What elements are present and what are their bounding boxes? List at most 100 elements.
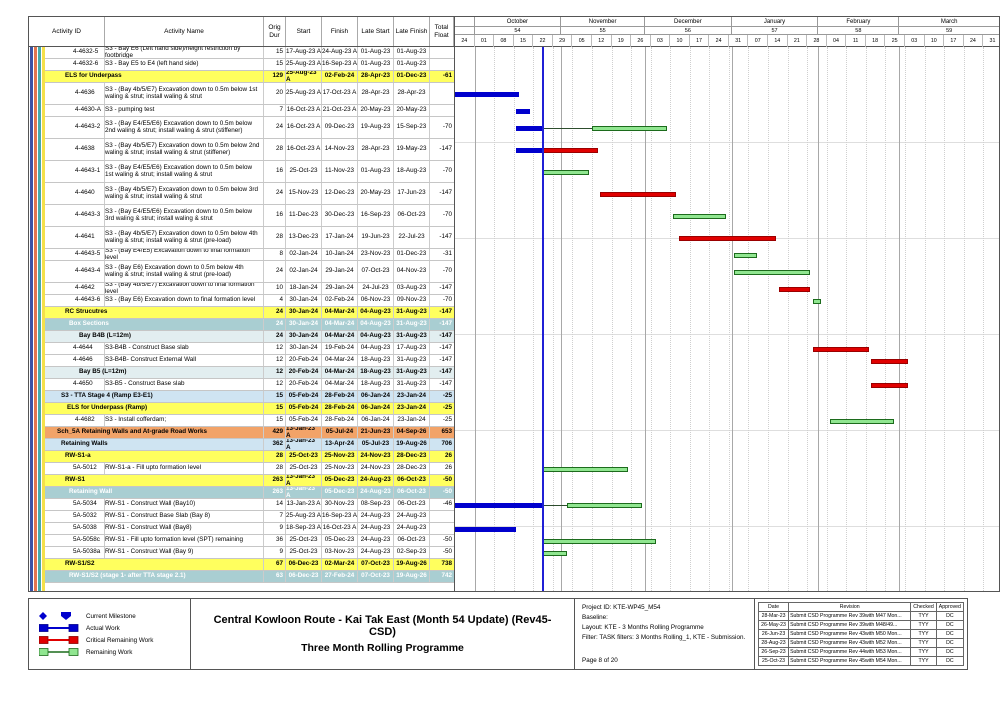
orig-dur-cell: 28 <box>264 139 286 160</box>
late-finish-cell: 06-Oct-23 <box>394 205 430 226</box>
total-float-cell: 742 <box>441 572 452 580</box>
late-start-cell: 04-Aug-23 <box>358 307 394 318</box>
activity-name-cell: S3 - (Bay E6) Excavation down to 0.5m be… <box>105 261 264 282</box>
orig-dur-cell: 14 <box>264 499 286 510</box>
total-float-cell: -147 <box>439 320 452 328</box>
timeline-week-label: 17 <box>944 35 964 47</box>
group-label-cell: Bay B4B (L=12m) <box>45 331 264 342</box>
week-gridline <box>552 47 554 591</box>
activity-name-cell: S3 - (Bay E4/E5) Excavation down to fina… <box>105 249 264 260</box>
orig-dur-cell: 15 <box>264 415 286 426</box>
week-gridline <box>885 47 887 591</box>
activity-row: Sch_5A Retaining Walls and At-grade Road… <box>45 427 454 439</box>
week-gridline <box>826 47 828 591</box>
total-float-cell: -50 <box>442 548 452 556</box>
finish-cell: 13-Apr-24 <box>322 439 358 450</box>
activity-name-cell: S3 - (Bay 4b/5/E7) Excavation down to 0.… <box>105 183 264 204</box>
total-float-cell <box>430 83 454 104</box>
gantt-bar-critical-remaining <box>541 147 598 153</box>
week-gridline <box>689 47 691 591</box>
late-finish-cell: 06-Oct-23 <box>394 535 430 546</box>
start-cell: 18-Sep-23 A <box>286 523 322 534</box>
activity-row: S3 - TTA Stage 4 (Ramp E3-E1) 15 05-Feb-24… <box>45 391 454 403</box>
timeline-week-label: 12 <box>592 35 612 47</box>
start-cell: 30-Jan-24 <box>286 319 322 330</box>
title-block: Central Kowloon Route - Kai Tak East (Mo… <box>191 599 575 669</box>
activity-row: 5A-5058c RW-S1 - Fill upto formation leve… <box>45 535 454 547</box>
revision-date: 26-Jun-23 <box>757 629 790 639</box>
late-start-cell: 06-Jan-24 <box>358 391 394 402</box>
finish-cell: 29-Jan-24 <box>322 261 358 282</box>
col-header-orig-dur: Orig Dur <box>264 17 286 46</box>
orig-dur-cell: 15 <box>264 391 286 402</box>
late-finish-cell: 19-May-23 <box>394 139 430 160</box>
total-float-cell: 26 <box>444 452 452 460</box>
activity-row: 4-4632-5 S3 - Bay E6 (Left hand side)/hei… <box>45 47 454 59</box>
gantt-bar-actual <box>516 108 531 114</box>
start-cell: 13-Dec-23 <box>286 227 322 248</box>
revision-checked: TYY <box>910 638 937 648</box>
col-header-finish: Finish <box>322 17 358 46</box>
activity-row: RC Strucutres 24 30-Jan-24 04-Mar-24 04-Aug-… <box>45 307 454 319</box>
timeline-week-label: 04 <box>827 35 847 47</box>
total-float-cell: -50 <box>442 536 452 544</box>
finish-cell: 12-Dec-23 <box>322 183 358 204</box>
activity-id-cell: 4-4640 <box>45 183 105 204</box>
activity-row: 4-4682 S3 - Install cofferdam; 15 05-Feb-24… <box>45 415 454 427</box>
timeline-month-number: 55 <box>561 27 646 35</box>
timeline-month-number: 54 <box>474 27 562 35</box>
orig-dur-cell: 28 <box>264 227 286 248</box>
late-finish-cell: 20-May-23 <box>394 105 430 116</box>
wbs-stripe <box>34 47 37 591</box>
activity-row: RW-S1/S2 67 06-Dec-23 02-Mar-24 07-Oct-23 19-… <box>45 559 454 571</box>
total-float-cell: -50 <box>442 476 452 484</box>
late-finish-cell: 31-Aug-23 <box>394 367 430 378</box>
timeline-week-label: 05 <box>572 35 592 47</box>
group-label-cell: Box Sections <box>45 319 264 330</box>
late-finish-cell: 03-Aug-23 <box>394 283 430 294</box>
group-label-cell: RW-S1/S2 <box>45 559 264 570</box>
revision-table-grid: Date Revision Checked Approved 28-Mar-23 Subm… <box>757 602 965 666</box>
activity-row: Retaining Wall 263 13-Jan-23 A 05-Dec-23 24-… <box>45 487 454 499</box>
timeline-month-label: October <box>474 17 562 27</box>
activity-id-cell: 4-4644 <box>45 343 105 354</box>
finish-cell: 28-Feb-24 <box>322 391 358 402</box>
activity-name-cell: S3 - (Bay E6) Excavation down to final f… <box>105 295 264 306</box>
activity-row: ELS for Underpass 129 25-Aug-23 A 02-Feb-24… <box>45 71 454 83</box>
activity-id-cell: 5A-5034 <box>45 499 105 510</box>
gantt-bar-remaining <box>591 125 668 131</box>
total-float-cell: -147 <box>439 344 452 352</box>
week-gridline <box>611 47 613 591</box>
late-finish-cell: 31-Aug-23 <box>394 307 430 318</box>
late-start-cell: 06-Nov-23 <box>358 295 394 306</box>
group-label-cell: Bay B5 (L=12m) <box>45 367 264 378</box>
activity-id-cell: 5A-5038a <box>45 547 105 558</box>
gantt-bar-critical-remaining <box>678 235 777 241</box>
week-gridline <box>904 47 906 591</box>
late-finish-cell: 02-Sep-23 <box>394 547 430 558</box>
activity-id-cell: 4-4643-5 <box>45 249 105 260</box>
activity-name-cell: S3 - (Bay 4b/5/E7) Excavation down to fi… <box>105 283 264 294</box>
start-cell: 20-Feb-24 <box>286 379 322 390</box>
week-gridline <box>983 47 985 591</box>
total-float-cell: -147 <box>439 189 452 197</box>
late-finish-cell: 19-Aug-26 <box>394 571 430 582</box>
late-finish-cell: 17-Jun-23 <box>394 183 430 204</box>
legend-label: Actual Work <box>86 624 120 632</box>
orig-dur-cell: 20 <box>264 83 286 104</box>
actual-icon <box>38 624 79 632</box>
finish-cell: 14-Nov-23 <box>322 139 358 160</box>
timeline-header: October 54 November 55 December 56 January 57 Fe… <box>455 17 999 47</box>
late-start-cell: 19-Jun-23 <box>358 227 394 248</box>
start-cell: 20-Feb-24 <box>286 355 322 366</box>
legend-item: Remaining Work <box>38 648 180 656</box>
gantt-bar-actual <box>516 125 542 131</box>
wbs-stripe <box>30 47 33 591</box>
total-float-cell: -25 <box>442 404 452 412</box>
orig-dur-cell: 16 <box>264 161 286 182</box>
month-gridline <box>645 47 647 591</box>
legend-item: Current Milestone <box>39 612 180 620</box>
gantt-chart: October 54 November 55 December 56 January 57 Fe… <box>455 17 999 591</box>
activity-row: 5A-5034 RW-S1 - Construct Wall (Bay10) 14 1… <box>45 499 454 511</box>
finish-cell: 04-Mar-24 <box>322 331 358 342</box>
